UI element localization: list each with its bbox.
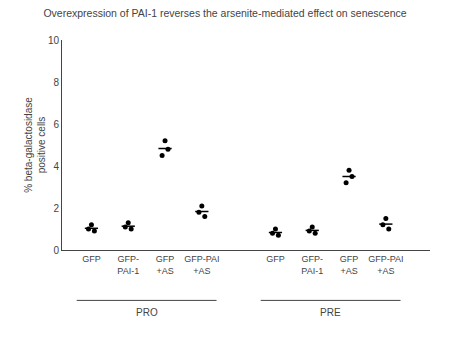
svg-text:GFP-PAI-1: GFP-PAI-1 bbox=[301, 254, 323, 276]
svg-text:6: 6 bbox=[53, 119, 59, 130]
svg-text:0: 0 bbox=[53, 245, 59, 256]
svg-text:GFP+AS: GFP+AS bbox=[340, 254, 359, 276]
svg-text:8: 8 bbox=[53, 77, 59, 88]
svg-text:GFP+AS: GFP+AS bbox=[156, 254, 175, 276]
svg-text:2: 2 bbox=[53, 203, 59, 214]
svg-text:4: 4 bbox=[53, 161, 59, 172]
svg-text:GFP: GFP bbox=[82, 254, 101, 264]
svg-text:Overexpression of PAI-1 revers: Overexpression of PAI-1 reverses the ars… bbox=[43, 7, 406, 19]
svg-text:GFP-PAI+AS: GFP-PAI+AS bbox=[184, 254, 219, 276]
svg-text:PRE: PRE bbox=[320, 307, 341, 318]
svg-text:GFP: GFP bbox=[266, 254, 285, 264]
svg-text:% beta-galactosidasepositive c: % beta-galactosidasepositive cells bbox=[23, 97, 47, 193]
svg-text:GFP-PAI+AS: GFP-PAI+AS bbox=[368, 254, 403, 276]
svg-text:10: 10 bbox=[48, 35, 60, 46]
svg-text:GFP-PAI-1: GFP-PAI-1 bbox=[117, 254, 139, 276]
svg-text:PRO: PRO bbox=[136, 307, 158, 318]
